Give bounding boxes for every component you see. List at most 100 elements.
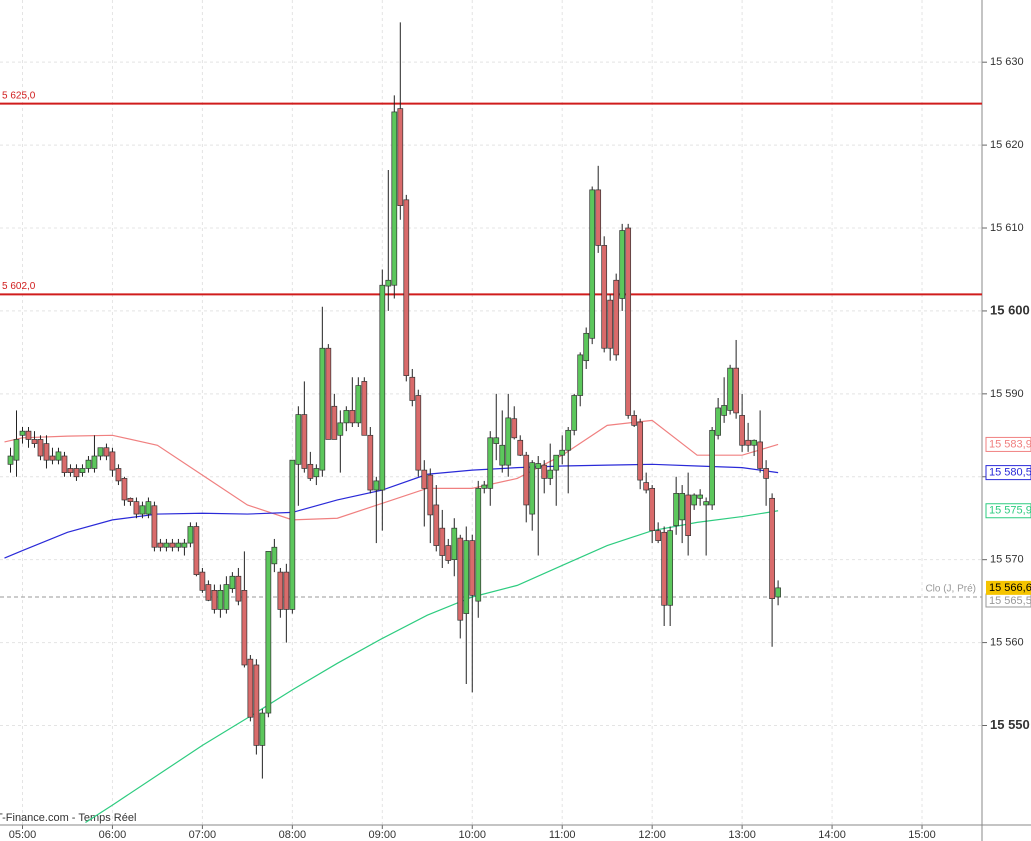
candle-body (553, 454, 560, 471)
candle-body (7, 455, 14, 465)
candle-body (637, 421, 644, 481)
candle-body (739, 415, 745, 446)
candle-body (121, 478, 128, 501)
candle-body (427, 474, 434, 516)
candle-body (391, 111, 398, 286)
candle-body (157, 542, 164, 548)
candle-body (757, 441, 763, 469)
candle-body (469, 540, 476, 596)
candle-body (685, 494, 691, 536)
candle-body (145, 501, 152, 515)
candle-body (481, 484, 488, 489)
candle-body (607, 299, 614, 349)
x-tick-label: 13:00 (728, 829, 756, 841)
candle-body (307, 463, 314, 479)
candle-body (619, 230, 626, 299)
source: T-Finance.com - Temps Réel (0, 812, 136, 824)
candle-body (589, 189, 596, 339)
candle-body (463, 540, 470, 614)
marker-label: 15 575,9 (989, 505, 1031, 517)
candle-body (583, 332, 590, 362)
marker-label: 15 580,5 (989, 467, 1031, 479)
candle-body (139, 505, 146, 515)
candle-body (217, 590, 224, 610)
candle-body (349, 410, 356, 424)
candle-body (301, 414, 308, 469)
candle-body (205, 584, 212, 601)
candle-body (223, 584, 230, 610)
candle-body (577, 354, 584, 396)
y-tick-label: 15 550 (990, 717, 1030, 732)
candle-body (241, 590, 248, 666)
candle-body (115, 468, 122, 482)
candle-body (631, 415, 638, 426)
moving-average (85, 510, 779, 824)
candle-body (169, 542, 176, 548)
candle-body (97, 447, 104, 457)
candle-body (265, 551, 272, 714)
x-tick-label: 11:00 (549, 829, 576, 841)
candle-body (163, 542, 170, 548)
candle-body (601, 245, 608, 349)
candle-body (451, 527, 458, 561)
x-tick-label: 08:00 (279, 829, 307, 841)
candle-body (715, 407, 721, 436)
candle-body (523, 454, 530, 506)
candle-body (697, 494, 703, 499)
candle-body (181, 542, 188, 548)
candle-body (133, 501, 140, 515)
prev-close-name: Clo (J, Pré) (925, 584, 976, 595)
candle-body (751, 439, 757, 446)
candle-body (373, 480, 380, 491)
candle-body (235, 575, 242, 602)
candle-body (55, 451, 62, 461)
candle-body (673, 492, 680, 527)
candle-body (109, 451, 116, 471)
candle-body (67, 468, 74, 473)
marker-label: 15 583,9 (989, 438, 1031, 450)
candle-body (385, 279, 392, 287)
last-label: 15 566,6 (989, 582, 1031, 594)
candle-body (769, 497, 775, 599)
prev-close-label: 15 565,5 (989, 595, 1031, 607)
candle-body (319, 347, 326, 471)
candle-body (409, 376, 416, 401)
candle-body (511, 418, 518, 439)
candle-body (703, 501, 709, 506)
candle-body (613, 279, 620, 356)
candle-body (253, 664, 260, 746)
candle-body (211, 590, 218, 610)
candle-body (61, 455, 68, 473)
candle-body (355, 385, 362, 424)
candle-body (271, 546, 278, 565)
candle-body (547, 469, 554, 479)
y-tick-label: 15 620 (990, 139, 1024, 151)
candle-body (643, 482, 650, 491)
candle-body (775, 587, 781, 598)
candle-body (661, 531, 668, 606)
candle-body (421, 469, 428, 489)
x-tick-label: 06:00 (99, 829, 127, 841)
candle-body (13, 439, 20, 461)
candle-body (721, 405, 727, 416)
candle-body (487, 437, 494, 489)
candle-body (43, 443, 50, 461)
candle-body (571, 395, 578, 431)
candle-body (475, 488, 482, 602)
candle-body (763, 468, 769, 479)
candle-body (667, 530, 674, 606)
x-tick-label: 10:00 (458, 829, 486, 841)
y-tick-label: 15 590 (990, 388, 1024, 400)
candle-body (103, 447, 110, 457)
candle-body (151, 505, 158, 548)
candle-body (727, 367, 733, 411)
candle-body (127, 497, 134, 502)
candle-body (517, 439, 524, 456)
candle-body (361, 381, 368, 436)
marker-box (985, 503, 1031, 519)
candle-body (595, 189, 602, 246)
candle-body (229, 575, 236, 590)
marker-box (985, 436, 1031, 452)
